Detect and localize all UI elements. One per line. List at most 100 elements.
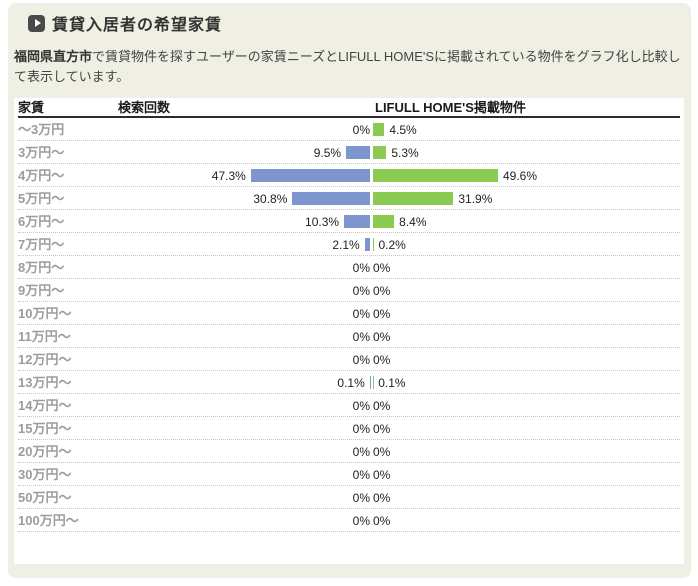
search-bar-group: 0% xyxy=(18,118,370,141)
table-row: 15万円～ 0% 0% xyxy=(18,417,680,440)
listing-value: 0% xyxy=(373,490,391,505)
search-bar xyxy=(250,169,370,182)
page-title: 賃貸入居者の希望家賃 xyxy=(52,17,223,34)
listing-bar xyxy=(373,123,385,136)
listing-value: 0% xyxy=(373,421,391,436)
listing-bar-group: 0% xyxy=(373,417,680,440)
column-header-rent: 家賃 xyxy=(18,100,45,115)
chart-panel: 家賃 検索回数 LIFULL HOME'S掲載物件 ～3万円 0% 4.5% 3… xyxy=(14,98,684,564)
search-bar xyxy=(364,238,370,251)
rent-label: 13万円～ xyxy=(18,375,72,390)
listing-value: 0% xyxy=(373,352,391,367)
listing-bar-group: 31.9% xyxy=(373,187,680,210)
rent-label: 20万円～ xyxy=(18,444,72,459)
column-header-listings: LIFULL HOME'S掲載物件 xyxy=(375,100,526,115)
listing-bar-group: 0% xyxy=(373,440,680,463)
search-bar-group: 0% xyxy=(18,256,370,279)
listing-bar-group: 8.4% xyxy=(373,210,680,233)
table-row: 3万円～ 9.5% 5.3% xyxy=(18,141,680,164)
search-bar-group: 0% xyxy=(18,509,370,532)
search-value: 0% xyxy=(352,352,370,367)
table-row: 30万円～ 0% 0% xyxy=(18,463,680,486)
search-bar-group: 10.3% xyxy=(18,210,370,233)
play-icon xyxy=(28,14,45,32)
search-value: 30.8% xyxy=(253,191,288,206)
rent-label: 10万円～ xyxy=(18,306,72,321)
search-bar-group: 0% xyxy=(18,302,370,325)
search-value: 0% xyxy=(352,444,370,459)
search-value: 0% xyxy=(352,260,370,275)
listing-bar xyxy=(373,192,454,205)
rent-label: 14万円～ xyxy=(18,398,72,413)
rent-label: 50万円～ xyxy=(18,490,72,505)
listing-bar-group: 0% xyxy=(373,394,680,417)
table-row: 9万円～ 0% 0% xyxy=(18,279,680,302)
search-value: 0% xyxy=(352,421,370,436)
search-value: 47.3% xyxy=(211,168,246,183)
search-bar-group: 0% xyxy=(18,486,370,509)
column-header-search-count: 検索回数 xyxy=(118,100,171,115)
table-row: 14万円～ 0% 0% xyxy=(18,394,680,417)
rent-label: 100万円～ xyxy=(18,513,79,528)
search-value: 0% xyxy=(352,467,370,482)
rent-label: 30万円～ xyxy=(18,467,72,482)
search-bar-group: 9.5% xyxy=(18,141,370,164)
table-row: 7万円～ 2.1% 0.2% xyxy=(18,233,680,256)
listing-bar xyxy=(373,215,395,228)
rent-label: 4万円～ xyxy=(18,168,65,183)
search-bar-group: 30.8% xyxy=(18,187,370,210)
listing-bar-group: 49.6% xyxy=(373,164,680,187)
search-bar-group: 0% xyxy=(18,463,370,486)
rent-label: 15万円～ xyxy=(18,421,72,436)
rent-label: 9万円～ xyxy=(18,283,65,298)
search-bar-group: 0% xyxy=(18,348,370,371)
search-bar-group: 0% xyxy=(18,394,370,417)
listing-value: 0% xyxy=(373,306,391,321)
description: 福岡県直方市で賃貸物件を探すユーザーの家賃ニーズとLIFULL HOME'Sに掲… xyxy=(14,47,684,87)
table-row: 5万円～ 30.8% 31.9% xyxy=(18,187,680,210)
table-row: 12万円～ 0% 0% xyxy=(18,348,680,371)
search-value: 0% xyxy=(352,329,370,344)
listing-bar-group: 4.5% xyxy=(373,118,680,141)
rent-label: 6万円～ xyxy=(18,214,65,229)
listing-value: 49.6% xyxy=(502,168,538,183)
listing-bar-group: 5.3% xyxy=(373,141,680,164)
listing-value: 0% xyxy=(373,283,391,298)
search-bar-group: 0% xyxy=(18,325,370,348)
table-row: 13万円～ 0.1% 0.1% xyxy=(18,371,680,394)
listing-bar-group: 0% xyxy=(373,348,680,371)
search-bar xyxy=(292,192,370,205)
listing-value: 5.3% xyxy=(391,145,419,160)
rent-label: 12万円～ xyxy=(18,352,72,367)
table-row: ～3万円 0% 4.5% xyxy=(18,118,680,141)
listing-bar-group: 0% xyxy=(373,256,680,279)
search-bar xyxy=(346,146,370,159)
table-header: 家賃 検索回数 LIFULL HOME'S掲載物件 xyxy=(18,98,680,118)
table-row: 4万円～ 47.3% 49.6% xyxy=(18,164,680,187)
rent-label: 7万円～ xyxy=(18,237,65,252)
description-area-name: 福岡県直方市 xyxy=(14,49,93,64)
listing-value: 0.2% xyxy=(378,237,406,252)
search-value: 2.1% xyxy=(332,237,360,252)
section-container: 賃貸入居者の希望家賃 福岡県直方市で賃貸物件を探すユーザーの家賃ニーズとLIFU… xyxy=(8,3,691,578)
rent-label: 8万円～ xyxy=(18,260,65,275)
listing-value: 0.1% xyxy=(378,375,406,390)
search-value: 0% xyxy=(352,398,370,413)
rent-label: 11万円～ xyxy=(18,329,71,344)
search-value: 0% xyxy=(352,283,370,298)
table-row: 10万円～ 0% 0% xyxy=(18,302,680,325)
chart-table-body: ～3万円 0% 4.5% 3万円～ 9.5% 5.3% 4万円～ 47.3% 4… xyxy=(18,118,680,532)
search-bar-group: 0.1% xyxy=(18,371,370,394)
listing-value: 8.4% xyxy=(399,214,427,229)
rent-label: 3万円～ xyxy=(18,145,65,160)
search-bar xyxy=(344,215,370,228)
description-text: で賃貸物件を探すユーザーの家賃ニーズとLIFULL HOME'Sに掲載されている… xyxy=(14,49,681,84)
listing-value: 31.9% xyxy=(458,191,493,206)
table-row: 50万円～ 0% 0% xyxy=(18,486,680,509)
search-value: 0% xyxy=(352,306,370,321)
section-title: 賃貸入居者の希望家賃 xyxy=(28,11,671,35)
rent-label: 5万円～ xyxy=(18,191,65,206)
play-triangle-icon xyxy=(34,19,41,27)
search-bar-group: 47.3% xyxy=(18,164,370,187)
